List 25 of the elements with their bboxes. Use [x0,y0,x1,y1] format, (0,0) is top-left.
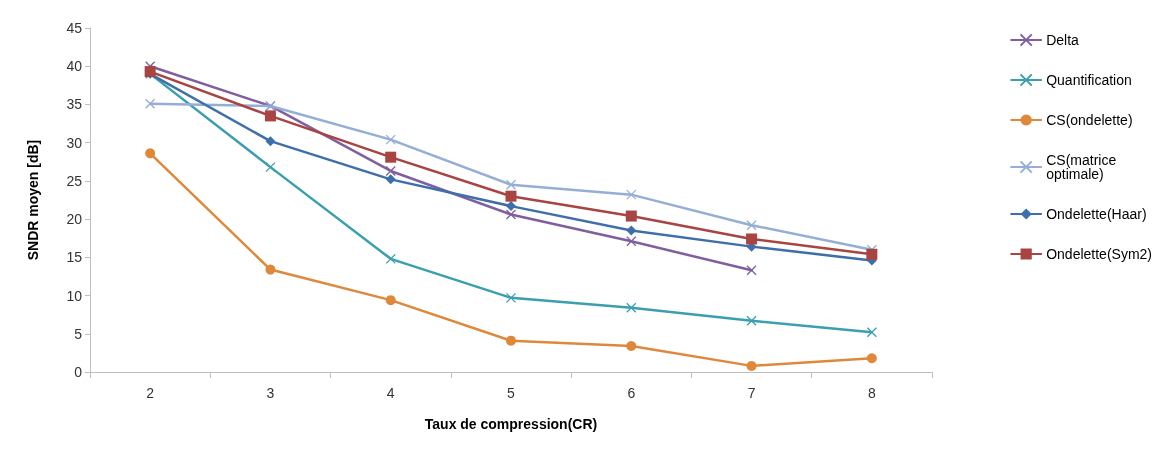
x-tick-label: 2 [146,385,155,401]
x-tick-label: 3 [266,385,275,401]
y-tick-label: 35 [66,96,83,113]
y-tick-label: 30 [66,134,83,151]
y-axis-title: SNDR moyen [dB] [25,139,41,261]
legend-label: CS(ondelette) [1046,112,1133,128]
y-tick-label: 25 [66,172,83,189]
y-tick-label: 5 [74,325,83,342]
legend-label: CS(matrice optimale) [1046,152,1121,182]
x-axis-title: Taux de compression(CR) [424,416,598,432]
legend-label: Ondelette(Sym2) [1046,246,1153,262]
y-tick-label: 45 [66,20,83,36]
x-tick-label: 5 [507,385,516,401]
legend-label: Quantification [1046,72,1132,88]
x-tick-label: 8 [867,385,876,401]
y-tick-label: 10 [66,287,83,304]
legend-label: Delta [1046,32,1080,48]
y-tick-label: 0 [74,364,83,380]
y-tick-label: 40 [66,58,83,75]
x-tick-label: 4 [386,385,395,401]
y-tick-label: 20 [66,211,83,228]
legend-label: Ondelette(Haar) [1046,206,1147,222]
x-tick-label: 6 [627,385,636,401]
y-tick-label: 15 [66,249,83,266]
x-tick-label: 7 [747,385,756,401]
